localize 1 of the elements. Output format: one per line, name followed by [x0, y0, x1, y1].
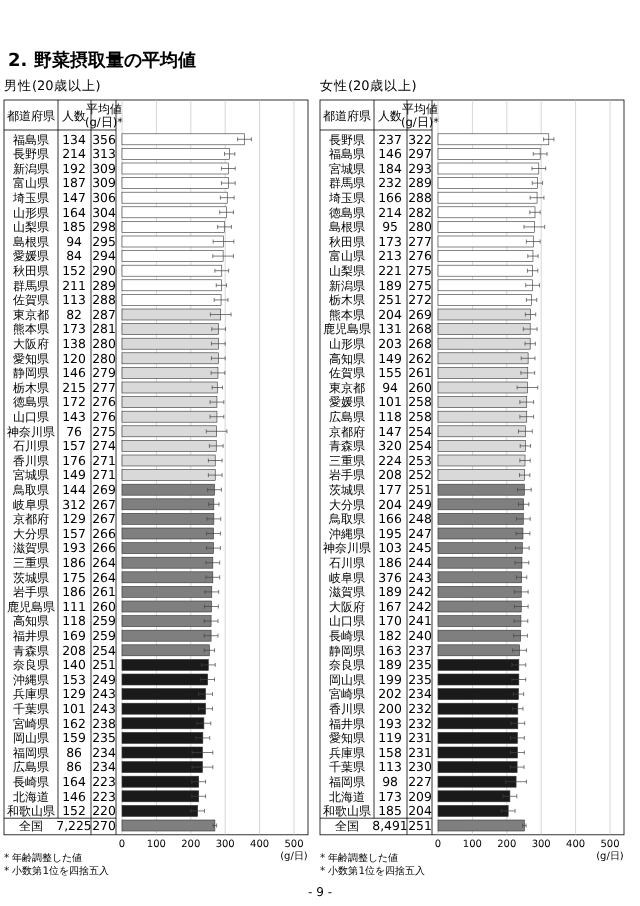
chart-title: 2. 野菜摂取量の平均値: [8, 50, 196, 72]
